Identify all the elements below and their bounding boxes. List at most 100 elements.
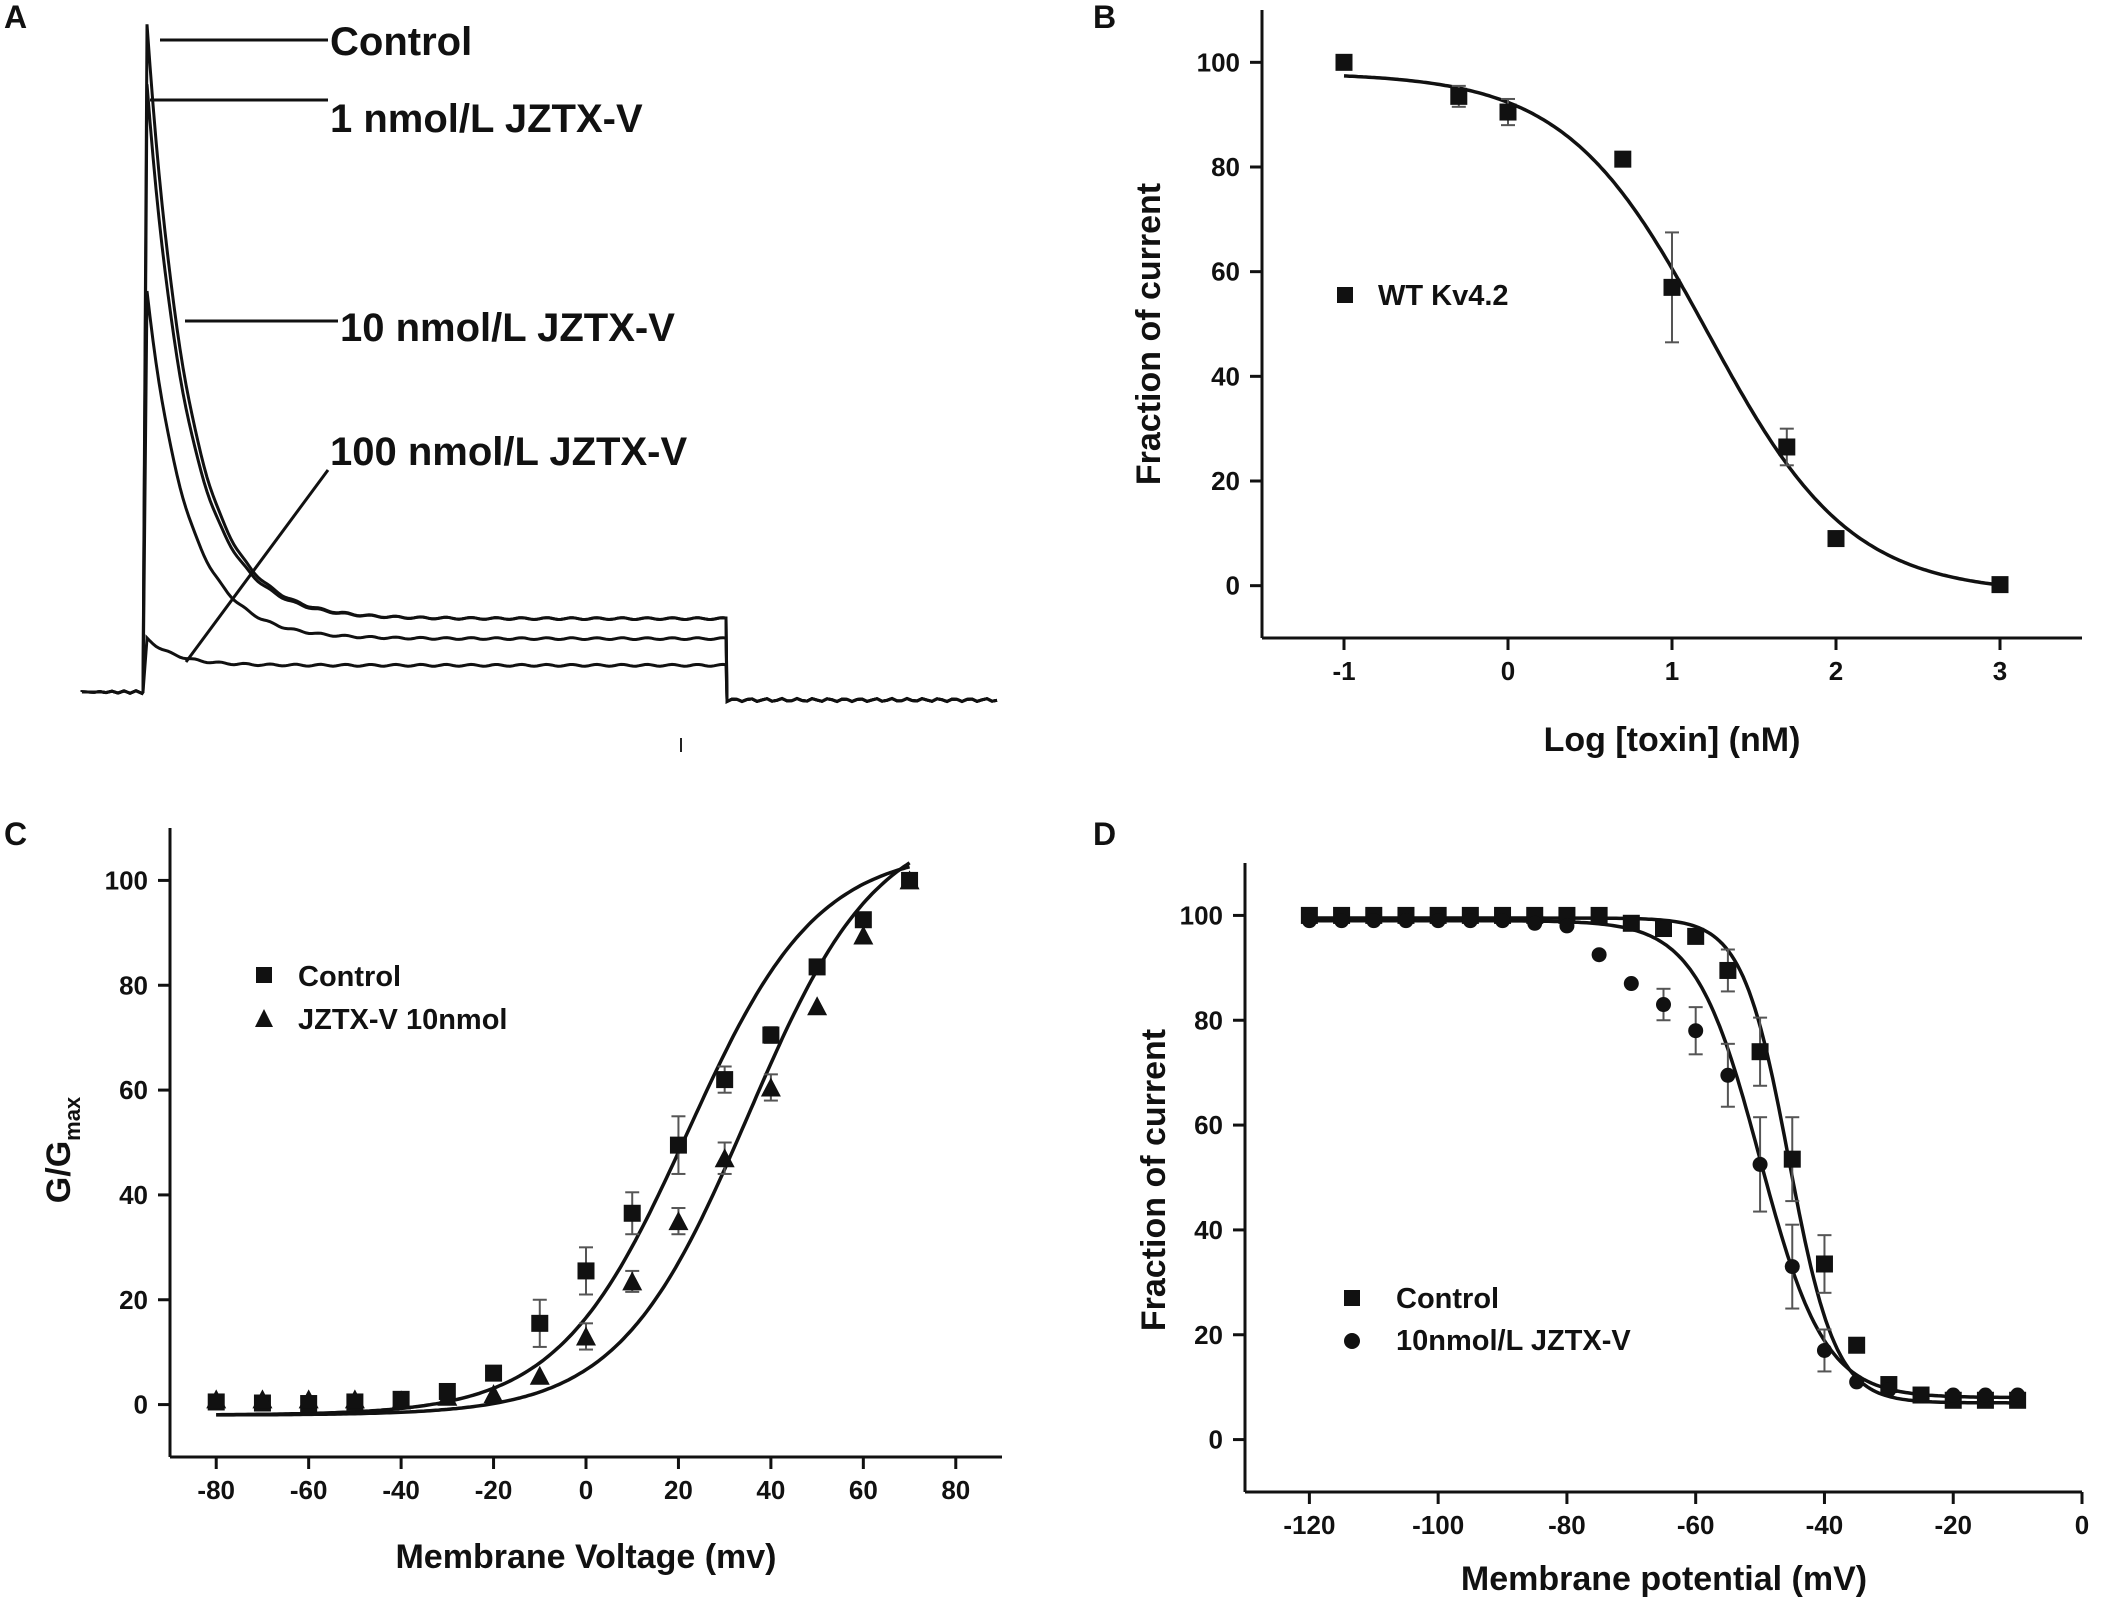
panel-c-x-tick-label: -40 — [382, 1475, 420, 1505]
panel-d-point-circle — [1495, 913, 1511, 929]
trace-label-1nmol: 1 nmol/L JZTX-V — [330, 97, 643, 141]
panel-b-x-tick-label: -1 — [1332, 656, 1355, 686]
panel-b-x-tick-label: 3 — [1993, 656, 2007, 686]
panel-d-fit-curve-2 — [1309, 918, 2018, 1400]
panel-b-point-square — [1778, 438, 1796, 456]
panel-d-point-circle — [2010, 1387, 2026, 1403]
panel-d-x-title: Membrane potential (mV) — [1461, 1560, 1867, 1598]
panel-d-y-tick-label: 80 — [1194, 1005, 1223, 1035]
panel-c-legend-jztx: JZTX-V 10nmol — [298, 1004, 508, 1036]
trace-label-control: Control — [330, 20, 472, 64]
panel-c-x-tick-label: -80 — [197, 1475, 235, 1505]
panel-c-point-triangle — [298, 1389, 319, 1409]
panel-b-y-tick-label: 80 — [1211, 152, 1240, 182]
panel-b-x-title: Log [toxin] (nM) — [1544, 721, 1801, 759]
panel-d-x-tick-label: -60 — [1677, 1510, 1715, 1540]
panel-d-point-square — [1751, 1043, 1769, 1061]
panel-c-label: C — [4, 816, 27, 852]
panel-d-point-circle — [1591, 947, 1607, 963]
panel-d-point-square — [1848, 1336, 1866, 1354]
panel-d-point-square — [1815, 1255, 1833, 1273]
panel-d-point-circle — [1752, 1156, 1768, 1172]
panel-d-point-square — [1590, 906, 1608, 924]
callout-line-100nmol — [184, 469, 330, 663]
panel-a-trace-3 — [80, 290, 998, 704]
panel-d-x-tick-label: -80 — [1548, 1510, 1586, 1540]
panel-d-x-tick-label: -40 — [1806, 1510, 1844, 1540]
panel-d-point-square — [1558, 906, 1576, 924]
panel-c-point-triangle — [529, 1365, 550, 1385]
panel-c-y-tick-label: 20 — [119, 1285, 148, 1315]
panel-d-plot — [1300, 906, 2027, 1409]
panel-c-point-square — [485, 1364, 503, 1382]
panel-c-point-triangle — [344, 1389, 365, 1409]
panel-d-point-circle — [1398, 913, 1414, 929]
panel-b-y-tick-label: 60 — [1211, 257, 1240, 287]
panel-d-point-square — [1655, 920, 1672, 938]
panel-d-y-title: Fraction of current — [1135, 1029, 1173, 1331]
panel-d-ticks: -120 -100 -80 -60 -40 -20 0 0 20 40 60 80 100 — [1180, 900, 2090, 1540]
panel-b-y-title: Fraction of current — [1130, 183, 1168, 485]
panel-c-point-square — [531, 1314, 549, 1332]
panel-d-point-circle — [1784, 1259, 1800, 1275]
panel-c-y-tick-label: 60 — [119, 1075, 148, 1105]
panel-b-legend-marker — [1337, 287, 1353, 303]
panel-d-point-square — [1687, 927, 1705, 945]
panel-d-point-circle — [1816, 1342, 1832, 1358]
panel-d-point-circle — [1977, 1387, 1993, 1403]
panel-c-y-tick-label: 80 — [119, 970, 148, 1000]
panel-b-legend-text: WT Kv4.2 — [1378, 280, 1509, 312]
panel-d-y-tick-label: 40 — [1194, 1215, 1223, 1245]
panel-c-ticks: -80 -60 -40 -20 0 20 40 60 80 0 20 40 60 80 100 — [105, 865, 971, 1505]
panel-d-point-circle — [1720, 1067, 1736, 1083]
panel-d-point-circle — [1462, 913, 1478, 929]
panel-c-fit-curve-1 — [216, 865, 911, 1417]
panel-c-point-triangle — [391, 1390, 412, 1410]
panel-d-legend-marker-control — [1344, 1290, 1360, 1306]
panel-b-x-tick-label: 2 — [1829, 656, 1843, 686]
panel-c-x-tick-label: -60 — [290, 1475, 328, 1505]
panel-c: C -80 -60 -40 -20 0 20 40 60 80 0 20 40 60 80 100 Memb… — [4, 816, 1002, 1576]
panel-d-x-tick-label: -100 — [1412, 1510, 1464, 1540]
panel-a: A Control 1 nmol/L JZTX-V 10 nmol/L JZTX… — [4, 0, 998, 752]
panel-c-point-triangle — [714, 1148, 735, 1168]
panel-c-point-square — [669, 1136, 687, 1154]
panel-c-point-square — [623, 1204, 641, 1222]
panel-b-y-tick-label: 0 — [1226, 571, 1240, 601]
panel-d-point-square — [1783, 1150, 1801, 1168]
panel-c-point-triangle — [437, 1386, 458, 1406]
panel-c-point-square — [762, 1026, 780, 1044]
panel-c-point-square — [577, 1262, 595, 1280]
panel-c-point-square — [716, 1071, 734, 1089]
panel-c-x-tick-label: 80 — [941, 1475, 970, 1505]
panel-b-y-tick-label: 100 — [1197, 47, 1240, 77]
panel-c-legend-marker-jztx — [255, 1009, 273, 1027]
panel-b-x-tick-label: 1 — [1665, 656, 1679, 686]
panel-c-point-triangle — [252, 1389, 273, 1409]
panel-d-point-circle — [1688, 1023, 1704, 1039]
panel-d-point-circle — [1849, 1374, 1865, 1390]
trace-label-10nmol: 10 nmol/L JZTX-V — [340, 306, 675, 350]
panel-c-point-square — [854, 911, 872, 929]
panel-d-x-tick-label: -120 — [1283, 1510, 1335, 1540]
panel-b-point-square — [1335, 53, 1353, 71]
panel-c-legend-marker-control — [256, 967, 272, 983]
panel-c-point-triangle — [576, 1326, 596, 1346]
panel-d-point-square — [1719, 961, 1737, 979]
panel-d-legend-marker-jztx — [1344, 1333, 1360, 1349]
panel-d-point-circle — [1945, 1387, 1961, 1403]
panel-b-point-square — [1450, 87, 1468, 105]
panel-d-point-circle — [1366, 913, 1382, 929]
panel-d-point-circle — [1656, 997, 1671, 1013]
panel-c-plot — [206, 861, 920, 1417]
panel-d-y-tick-label: 100 — [1180, 900, 1223, 930]
panel-d-label: D — [1093, 816, 1116, 852]
panel-a-traces — [80, 24, 998, 704]
panel-b-y-tick-label: 40 — [1211, 361, 1240, 391]
panel-d-y-tick-label: 20 — [1194, 1320, 1223, 1350]
panel-c-y-tick-label: 100 — [105, 865, 148, 895]
panel-c-x-tick-label: 20 — [664, 1475, 693, 1505]
panel-c-point-triangle — [622, 1271, 643, 1291]
panel-c-x-tick-label: -20 — [475, 1475, 513, 1505]
